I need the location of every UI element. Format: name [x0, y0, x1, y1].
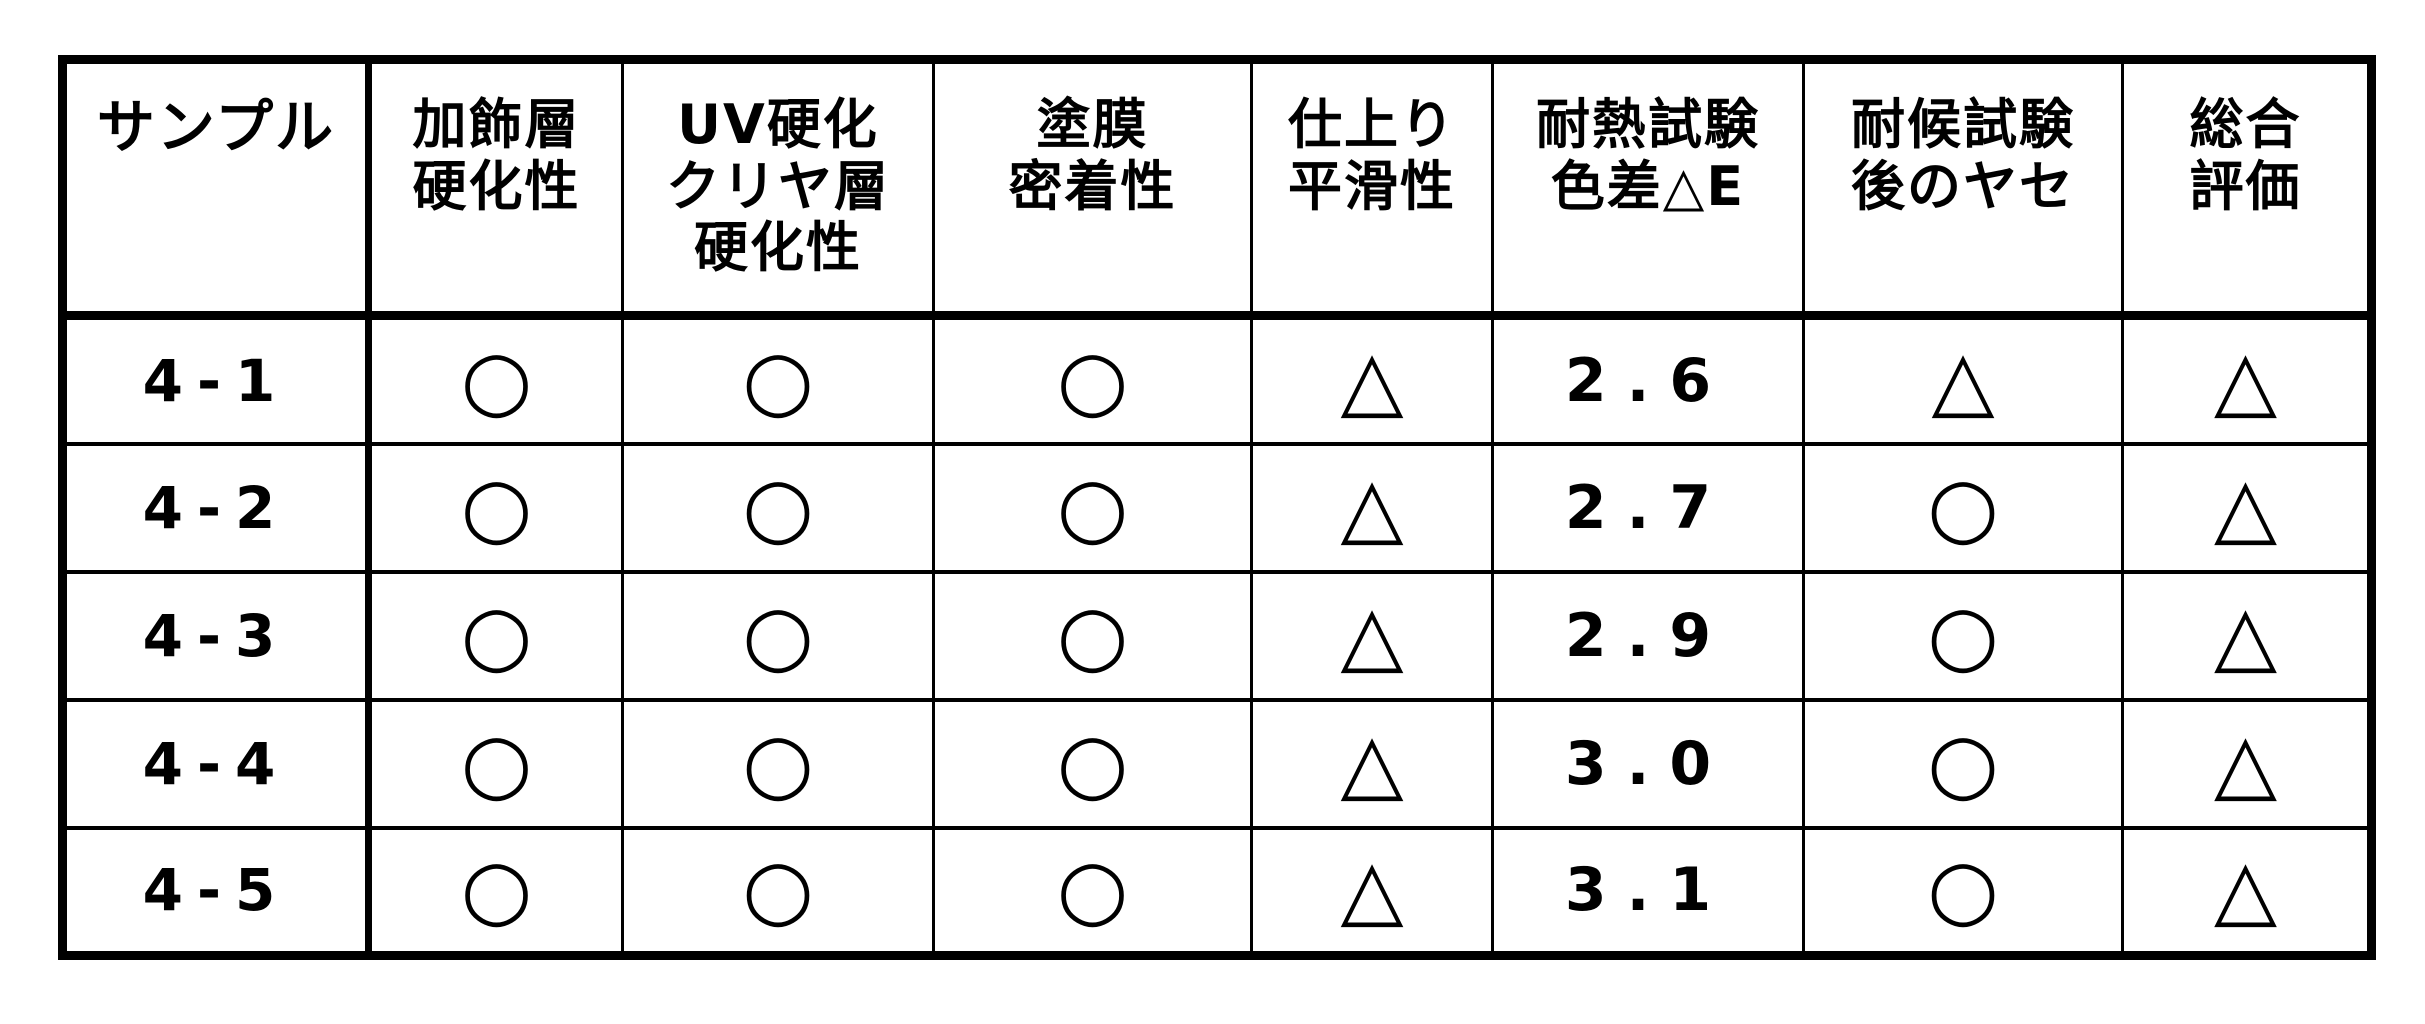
header-line: 評価: [2189, 154, 2302, 218]
header-row: サンプル 加飾層 硬化性 UV硬化 クリヤ層 硬化性 塗膜 密着性 仕上り: [61, 59, 2373, 320]
header-line: 加飾層: [412, 93, 581, 156]
cell-overall-rating: △: [2121, 825, 2373, 958]
cell-heat-test-color-diff: 2.9: [1491, 569, 1805, 702]
header-line: 硬化性: [412, 154, 581, 218]
cell-uv-clear-layer-curability: ○: [621, 697, 935, 830]
cell-weather-test-shrinkage: ○: [1802, 569, 2124, 702]
cell-finish-smoothness: △: [1250, 441, 1494, 574]
column-header-heat-test-color-diff: 耐熱試験 色差△E: [1491, 59, 1805, 320]
header-line: UV硬化: [677, 93, 879, 156]
cell-film-adhesion: ○: [932, 825, 1253, 958]
cell-decor-layer-curability: ○: [367, 313, 624, 446]
cell-film-adhesion: ○: [932, 697, 1253, 830]
column-header-finish-smoothness: 仕上り 平滑性: [1250, 59, 1494, 320]
header-line: 硬化性: [694, 216, 862, 280]
header-line: 耐候試験: [1851, 93, 2075, 156]
table-row-4-4: 4-4 ○ ○ ○ △ 3.0 ○ △: [61, 697, 2373, 830]
cell-overall-rating: △: [2121, 441, 2373, 574]
cell-weather-test-shrinkage: ○: [1802, 697, 2124, 830]
cell-heat-test-color-diff: 2.6: [1491, 313, 1805, 446]
cell-decor-layer-curability: ○: [367, 697, 624, 830]
cell-heat-test-color-diff: 3.0: [1491, 697, 1805, 830]
header-line: サンプル: [96, 93, 336, 161]
cell-uv-clear-layer-curability: ○: [621, 441, 935, 574]
table-row-4-3: 4-3 ○ ○ ○ △ 2.9 ○ △: [61, 569, 2373, 702]
sample-cell: 4-2: [61, 441, 372, 574]
table-row-4-1: 4-1 ○ ○ ○ △ 2.6 △ △: [61, 313, 2373, 446]
cell-film-adhesion: ○: [932, 441, 1253, 574]
cell-decor-layer-curability: ○: [367, 825, 624, 958]
cell-overall-rating: △: [2121, 569, 2373, 702]
column-header-uv-clear-layer-curability: UV硬化 クリヤ層 硬化性: [621, 59, 935, 320]
cell-overall-rating: △: [2121, 697, 2373, 830]
cell-weather-test-shrinkage: ○: [1802, 825, 2124, 958]
cell-heat-test-color-diff: 3.1: [1491, 825, 1805, 958]
column-header-overall-rating: 総合 評価: [2121, 59, 2373, 320]
cell-weather-test-shrinkage: ○: [1802, 441, 2124, 574]
header-line: 総合: [2189, 93, 2302, 156]
cell-heat-test-color-diff: 2.7: [1491, 441, 1805, 574]
cell-overall-rating: △: [2121, 313, 2373, 446]
cell-uv-clear-layer-curability: ○: [621, 825, 935, 958]
cell-weather-test-shrinkage: △: [1802, 313, 2124, 446]
column-header-decor-layer-curability: 加飾層 硬化性: [367, 59, 624, 320]
header-line: 密着性: [1008, 154, 1177, 218]
header-line: 色差△E: [1550, 154, 1746, 218]
results-table: サンプル 加飾層 硬化性 UV硬化 クリヤ層 硬化性 塗膜 密着性 仕上り: [58, 55, 2376, 960]
column-header-film-adhesion: 塗膜 密着性: [932, 59, 1253, 320]
cell-finish-smoothness: △: [1250, 697, 1494, 830]
sample-cell: 4-4: [61, 697, 372, 830]
sample-cell: 4-1: [61, 313, 372, 446]
column-header-weather-test-shrinkage: 耐候試験 後のヤセ: [1802, 59, 2124, 320]
cell-film-adhesion: ○: [932, 313, 1253, 446]
table-row-4-5: 4-5 ○ ○ ○ △ 3.1 ○ △: [61, 825, 2373, 958]
header-line: クリヤ層: [666, 154, 890, 218]
cell-uv-clear-layer-curability: ○: [621, 313, 935, 446]
table-row-4-2: 4-2 ○ ○ ○ △ 2.7 ○ △: [61, 441, 2373, 574]
cell-decor-layer-curability: ○: [367, 569, 624, 702]
column-header-sample: サンプル: [61, 59, 372, 320]
header-line: 平滑性: [1288, 154, 1456, 218]
header-line: 後のヤセ: [1851, 154, 2075, 218]
sample-cell: 4-5: [61, 825, 372, 958]
cell-decor-layer-curability: ○: [367, 441, 624, 574]
cell-film-adhesion: ○: [932, 569, 1253, 702]
cell-uv-clear-layer-curability: ○: [621, 569, 935, 702]
cell-finish-smoothness: △: [1250, 313, 1494, 446]
header-line: 仕上り: [1288, 93, 1456, 156]
cell-finish-smoothness: △: [1250, 569, 1494, 702]
sample-cell: 4-3: [61, 569, 372, 702]
cell-finish-smoothness: △: [1250, 825, 1494, 958]
header-line: 塗膜: [1036, 93, 1149, 156]
header-line: 耐熱試験: [1536, 93, 1760, 156]
